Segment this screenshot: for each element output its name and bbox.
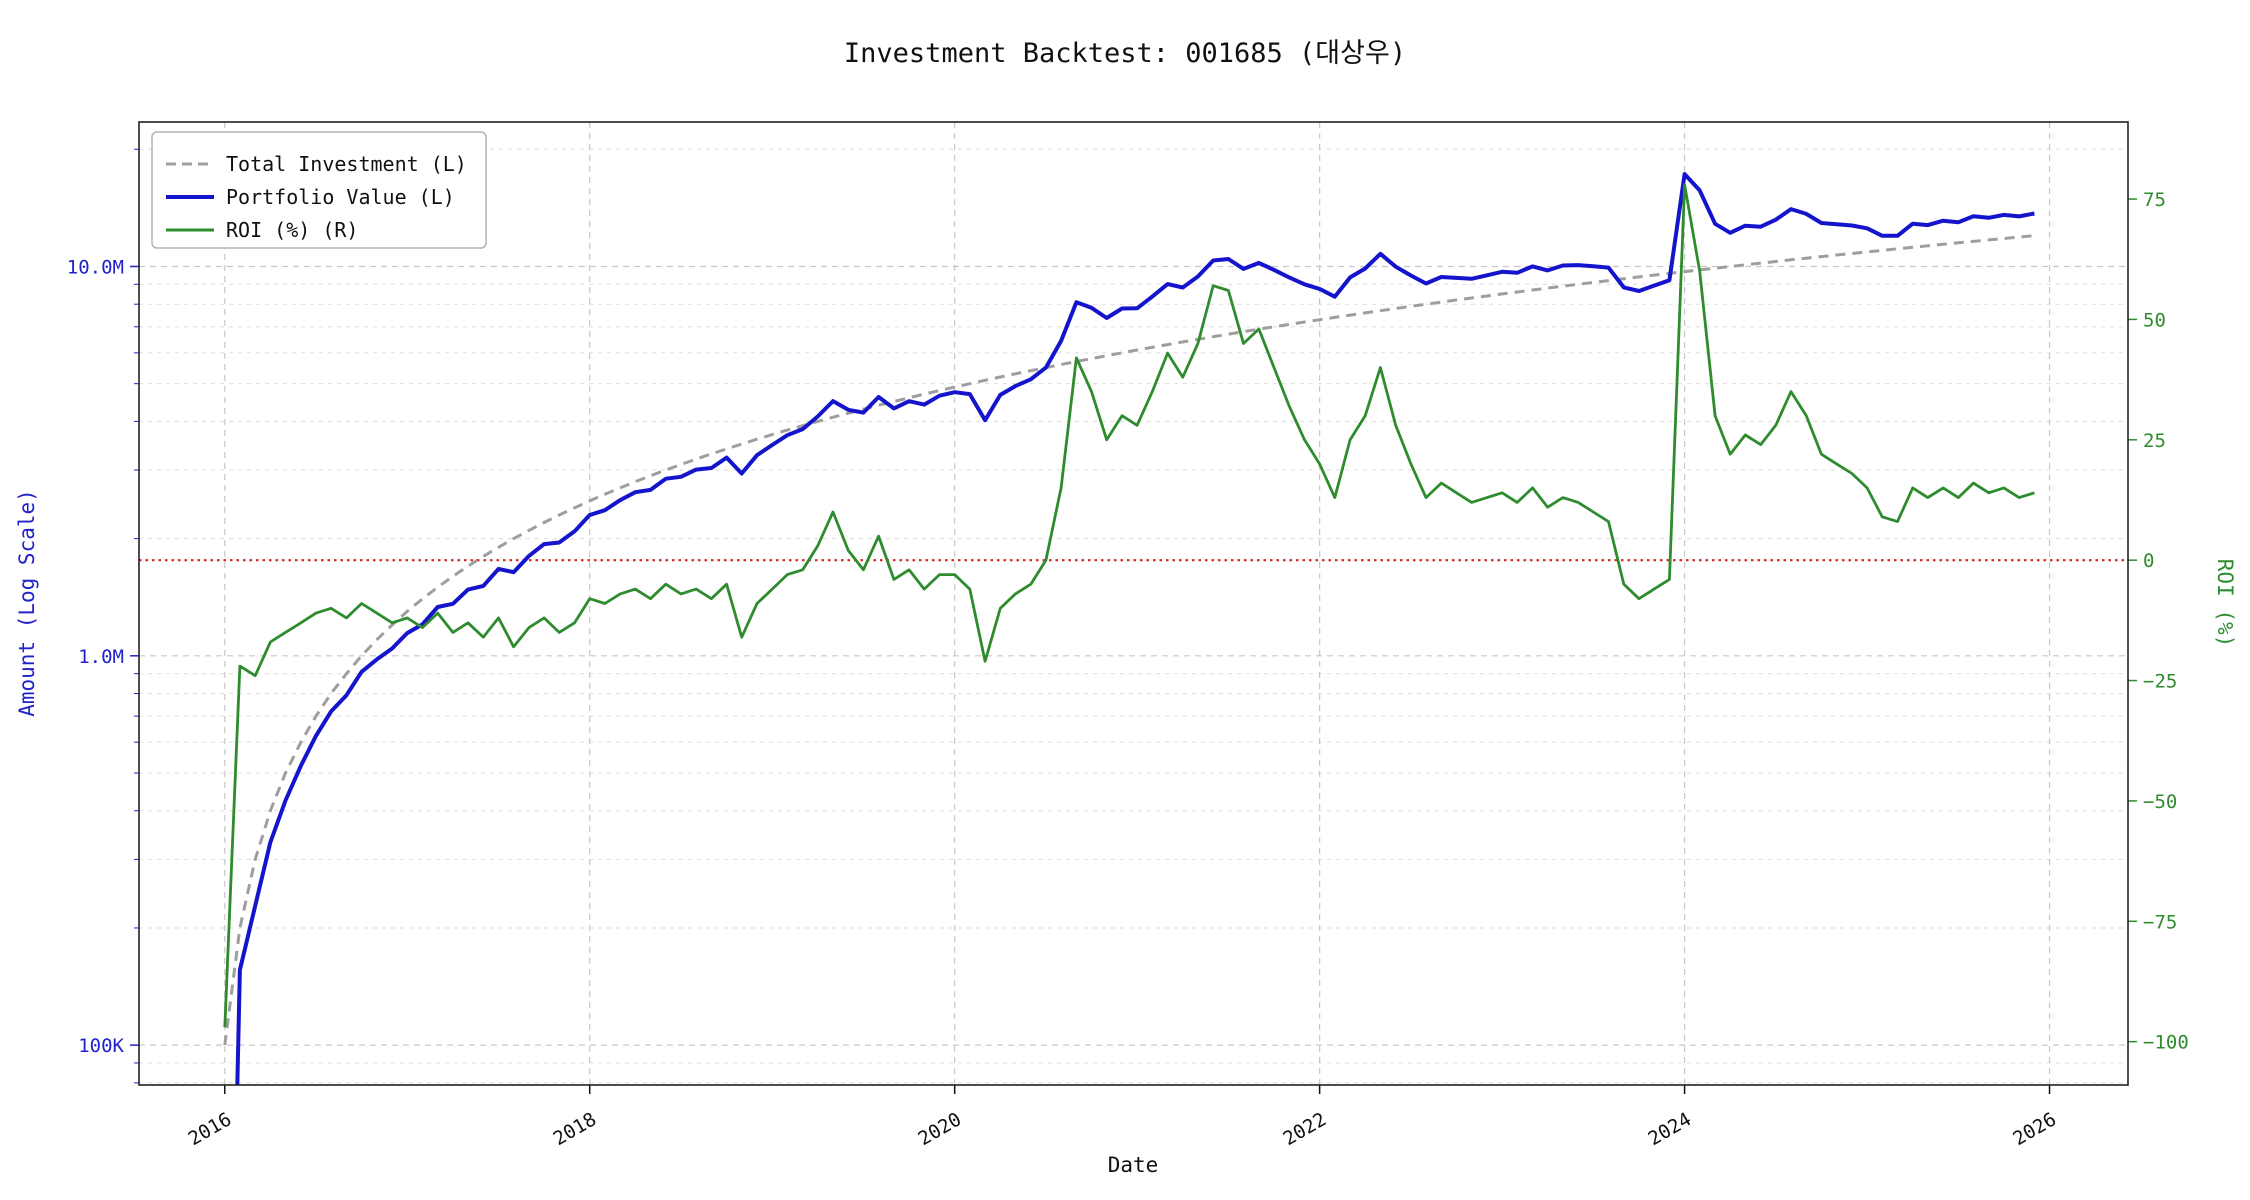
x-tick-label: 2020 (915, 1108, 966, 1150)
legend: Total Investment (L) Portfolio Value (L)… (151, 131, 487, 249)
gridlines (139, 122, 2128, 1085)
y-left-axis-label: Amount (Log Scale) (15, 489, 39, 717)
y-right-tick-label: −50 (2143, 791, 2177, 813)
x-axis-label: Date (1108, 1153, 1159, 1177)
plot-border (138, 121, 2129, 1086)
legend-label-portfolio-value: Portfolio Value (L) (226, 185, 455, 209)
y-right-tick-label: −75 (2143, 911, 2177, 933)
y-left-tick-label: 100K (78, 1035, 124, 1057)
x-tick-label: 2022 (1279, 1108, 1330, 1150)
series-left-0 (223, 234, 2035, 1046)
y-right-tick-label: 25 (2143, 430, 2166, 452)
series-left-1 (235, 172, 2035, 1085)
y-left-tick-label: 1.0M (78, 646, 124, 668)
y-left-tick-label: 10.0M (67, 256, 124, 278)
x-tick-label: 2026 (2009, 1108, 2060, 1150)
x-tick-label: 2018 (550, 1108, 601, 1150)
series-right-2 (223, 183, 2035, 1028)
x-tick-label: 2016 (185, 1108, 236, 1150)
y-right-tick-label: 50 (2143, 309, 2166, 331)
legend-label-roi: ROI (%) (R) (226, 218, 358, 242)
y-right-tick-label: −25 (2143, 671, 2177, 693)
y-right-tick-label: −100 (2143, 1032, 2189, 1054)
y-right-tick-label: 0 (2143, 550, 2154, 572)
legend-label-total-investment: Total Investment (L) (226, 152, 467, 176)
chart-title: Investment Backtest: 001685 (대상우) (844, 38, 1406, 69)
legend-box (151, 131, 487, 249)
y-right-tick-label: 75 (2143, 189, 2166, 211)
plot-area: 2016 2018 2020 2022 2024 2026 100K 1.0M 10.0M −10… (67, 121, 2189, 1150)
y-right-axis-label: ROI (%) (2213, 559, 2237, 648)
tick-labels: 2016 2018 2020 2022 2024 2026 100K 1.0M 10.0M −10… (67, 148, 2189, 1150)
x-tick-label: 2024 (1644, 1108, 1695, 1150)
series-lines (223, 172, 2035, 1085)
